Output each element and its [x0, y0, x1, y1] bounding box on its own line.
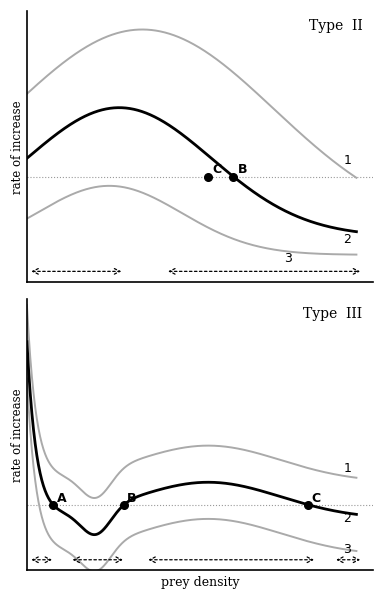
Text: 3: 3	[343, 542, 351, 556]
Text: B: B	[237, 163, 247, 176]
Y-axis label: rate of increase: rate of increase	[11, 100, 24, 194]
Text: Type  II: Type II	[309, 19, 362, 33]
Text: 3: 3	[284, 252, 292, 265]
Text: B: B	[127, 492, 137, 505]
Text: 2: 2	[343, 512, 351, 526]
Text: C: C	[212, 163, 221, 176]
Y-axis label: rate of increase: rate of increase	[11, 388, 24, 482]
Text: 2: 2	[343, 233, 351, 245]
Text: 1: 1	[343, 154, 351, 167]
Text: 1: 1	[343, 462, 351, 475]
Text: C: C	[312, 492, 321, 505]
Text: A: A	[56, 492, 66, 505]
X-axis label: prey density: prey density	[161, 576, 239, 589]
Text: Type  III: Type III	[303, 307, 362, 321]
